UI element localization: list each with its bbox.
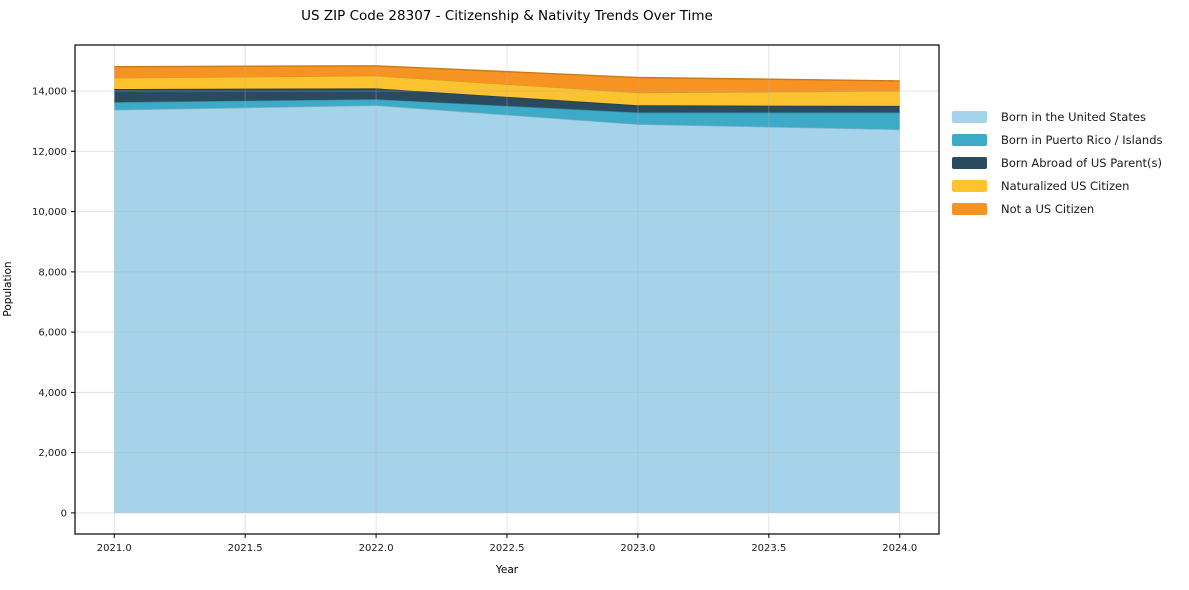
legend-label: Not a US Citizen (1001, 202, 1095, 217)
legend-swatch-born-in-puerto-rico-islands (952, 133, 987, 146)
legend-item-not-a-us-citizen: Not a US Citizen (952, 198, 1163, 221)
x-tick-label: 2022.5 (490, 543, 525, 554)
tick-marks (71, 90, 901, 538)
x-tick-label: 2021.0 (97, 543, 132, 554)
x-tick-label: 2024.0 (882, 543, 917, 554)
y-tick-label: 8,000 (38, 267, 67, 278)
area-born-in-puerto-rico-islands (114, 99, 900, 130)
area-born-in-the-united-states (114, 105, 900, 513)
legend-item-naturalized-us-citizen: Naturalized US Citizen (952, 175, 1163, 198)
y-axis-label: Population (2, 261, 14, 317)
chart-title: US ZIP Code 28307 - Citizenship & Nativi… (301, 8, 713, 24)
legend-label: Born Abroad of US Parent(s) (1001, 155, 1162, 170)
gridlines (75, 45, 939, 534)
legend-item-born-abroad-of-us-parent-s: Born Abroad of US Parent(s) (952, 151, 1163, 174)
x-axis-label: Year (495, 564, 519, 576)
area-naturalized-us-citizen (114, 75, 900, 106)
y-tick-label: 0 (61, 508, 67, 519)
legend-label: Born in the United States (1001, 109, 1146, 124)
y-tick-label: 2,000 (38, 448, 67, 459)
tick-labels: 2021.0 2021.5 2022.0 2022.5 2023.0 2023.5 2024… (32, 87, 917, 554)
legend-swatch-naturalized-us-citizen (952, 180, 987, 193)
stacked-areas (114, 65, 900, 513)
y-tick-label: 6,000 (38, 328, 67, 339)
y-tick-label: 12,000 (32, 147, 67, 158)
y-tick-label: 10,000 (32, 207, 67, 218)
x-tick-label: 2021.5 (228, 543, 263, 554)
legend-label: Naturalized US Citizen (1001, 179, 1130, 194)
x-tick-label: 2022.0 (359, 543, 394, 554)
y-tick-label: 4,000 (38, 388, 67, 399)
edge-not-a-us-citizen (114, 65, 900, 82)
legend-swatch-born-in-the-united-states (952, 110, 987, 123)
legend-swatch-born-abroad-of-us-parent-s (952, 156, 987, 169)
legend-swatch-not-a-us-citizen (952, 203, 987, 216)
legend-label: Born in Puerto Rico / Islands (1001, 132, 1163, 147)
legend-item-born-in-the-united-states: Born in the United States (952, 105, 1163, 128)
area-not-a-us-citizen (114, 65, 900, 93)
area-born-abroad-of-us-parent-s (114, 88, 900, 113)
y-tick-label: 14,000 (32, 87, 67, 98)
legend: Born in the United States Born in Puerto … (952, 105, 1163, 221)
legend-item-born-in-puerto-rico-islands: Born in Puerto Rico / Islands (952, 128, 1163, 151)
x-tick-label: 2023.0 (620, 543, 655, 554)
x-tick-label: 2023.5 (751, 543, 786, 554)
